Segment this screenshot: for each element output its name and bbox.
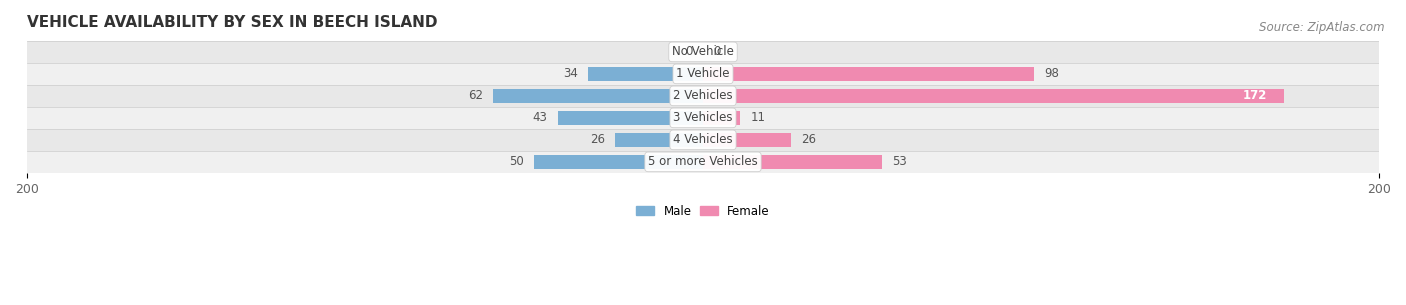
Legend: Male, Female: Male, Female xyxy=(631,200,775,222)
Text: 53: 53 xyxy=(893,155,907,168)
Text: 5 or more Vehicles: 5 or more Vehicles xyxy=(648,155,758,168)
Text: 26: 26 xyxy=(591,133,605,146)
Text: 4 Vehicles: 4 Vehicles xyxy=(673,133,733,146)
Text: 62: 62 xyxy=(468,89,484,102)
Bar xyxy=(27,129,1379,151)
Text: 2 Vehicles: 2 Vehicles xyxy=(673,89,733,102)
Bar xyxy=(703,89,1285,103)
Text: 1 Vehicle: 1 Vehicle xyxy=(676,67,730,81)
Text: 0: 0 xyxy=(713,45,720,58)
Text: 26: 26 xyxy=(801,133,815,146)
Bar xyxy=(27,85,1379,107)
Text: 0: 0 xyxy=(686,45,693,58)
Text: 43: 43 xyxy=(533,111,547,124)
Text: VEHICLE AVAILABILITY BY SEX IN BEECH ISLAND: VEHICLE AVAILABILITY BY SEX IN BEECH ISL… xyxy=(27,15,437,30)
Bar xyxy=(703,111,740,125)
Text: 11: 11 xyxy=(751,111,765,124)
Text: Source: ZipAtlas.com: Source: ZipAtlas.com xyxy=(1260,21,1385,34)
Bar xyxy=(703,155,882,169)
Bar xyxy=(614,133,703,147)
Bar xyxy=(27,63,1379,85)
Bar xyxy=(703,133,792,147)
Text: No Vehicle: No Vehicle xyxy=(672,45,734,58)
Bar xyxy=(494,89,703,103)
Bar xyxy=(558,111,703,125)
Text: 3 Vehicles: 3 Vehicles xyxy=(673,111,733,124)
Text: 34: 34 xyxy=(562,67,578,81)
Bar xyxy=(588,67,703,81)
Bar xyxy=(27,107,1379,129)
Bar xyxy=(534,155,703,169)
Bar xyxy=(27,151,1379,173)
Text: 98: 98 xyxy=(1045,67,1059,81)
Text: 172: 172 xyxy=(1243,89,1268,102)
Bar xyxy=(703,67,1035,81)
Text: 50: 50 xyxy=(509,155,524,168)
Bar xyxy=(27,41,1379,63)
